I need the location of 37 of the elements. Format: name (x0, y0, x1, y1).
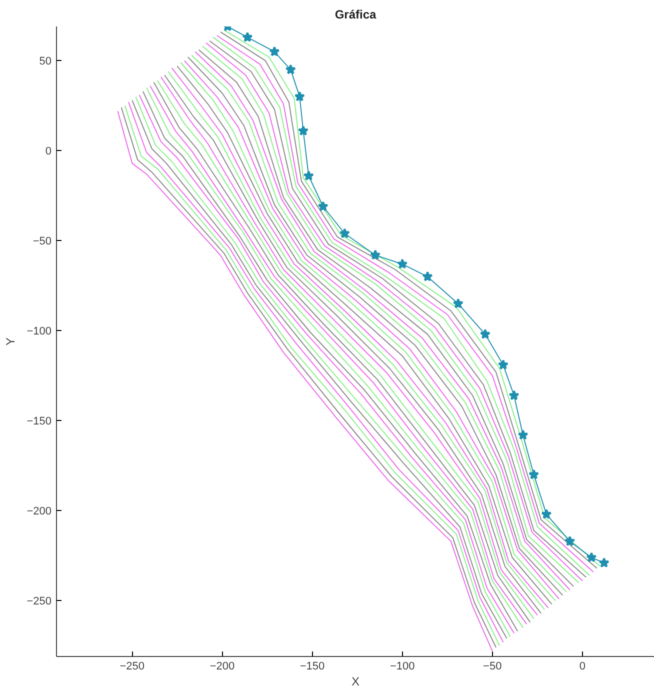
y-tick-label: −250 (26, 596, 52, 608)
point (397, 258, 408, 269)
point (370, 250, 381, 260)
x-tick-label: −50 (483, 660, 502, 672)
y-tick-label: −100 (26, 326, 52, 338)
point (586, 552, 597, 562)
point (269, 46, 280, 56)
x-tick-label: −150 (300, 660, 325, 672)
point (298, 125, 309, 136)
y-tick-label: −50 (32, 236, 52, 248)
point (598, 557, 610, 568)
point (452, 298, 464, 308)
point (285, 64, 296, 74)
point (242, 32, 253, 42)
point (508, 390, 520, 400)
point (528, 469, 540, 480)
y-tick-label: 0 (45, 146, 52, 158)
x-tick-label: −200 (210, 660, 235, 672)
x-tick-label: −100 (390, 660, 415, 672)
point (294, 91, 305, 102)
y-tick-label: 50 (39, 56, 52, 68)
y-axis-title: Y (4, 337, 18, 346)
point (318, 201, 328, 212)
point (498, 359, 508, 370)
y-tick-label: −150 (26, 416, 52, 428)
point (480, 328, 490, 339)
point (303, 170, 314, 181)
chart-title: Gráfica (334, 8, 377, 22)
point (422, 271, 433, 282)
point (541, 508, 552, 519)
point (339, 228, 350, 238)
point (564, 536, 576, 546)
x-axis-title: X (352, 674, 360, 688)
x-tick-label: −250 (120, 660, 145, 672)
x-tick-label: 0 (579, 660, 586, 672)
y-tick-label: −200 (26, 506, 52, 518)
point (518, 430, 528, 440)
